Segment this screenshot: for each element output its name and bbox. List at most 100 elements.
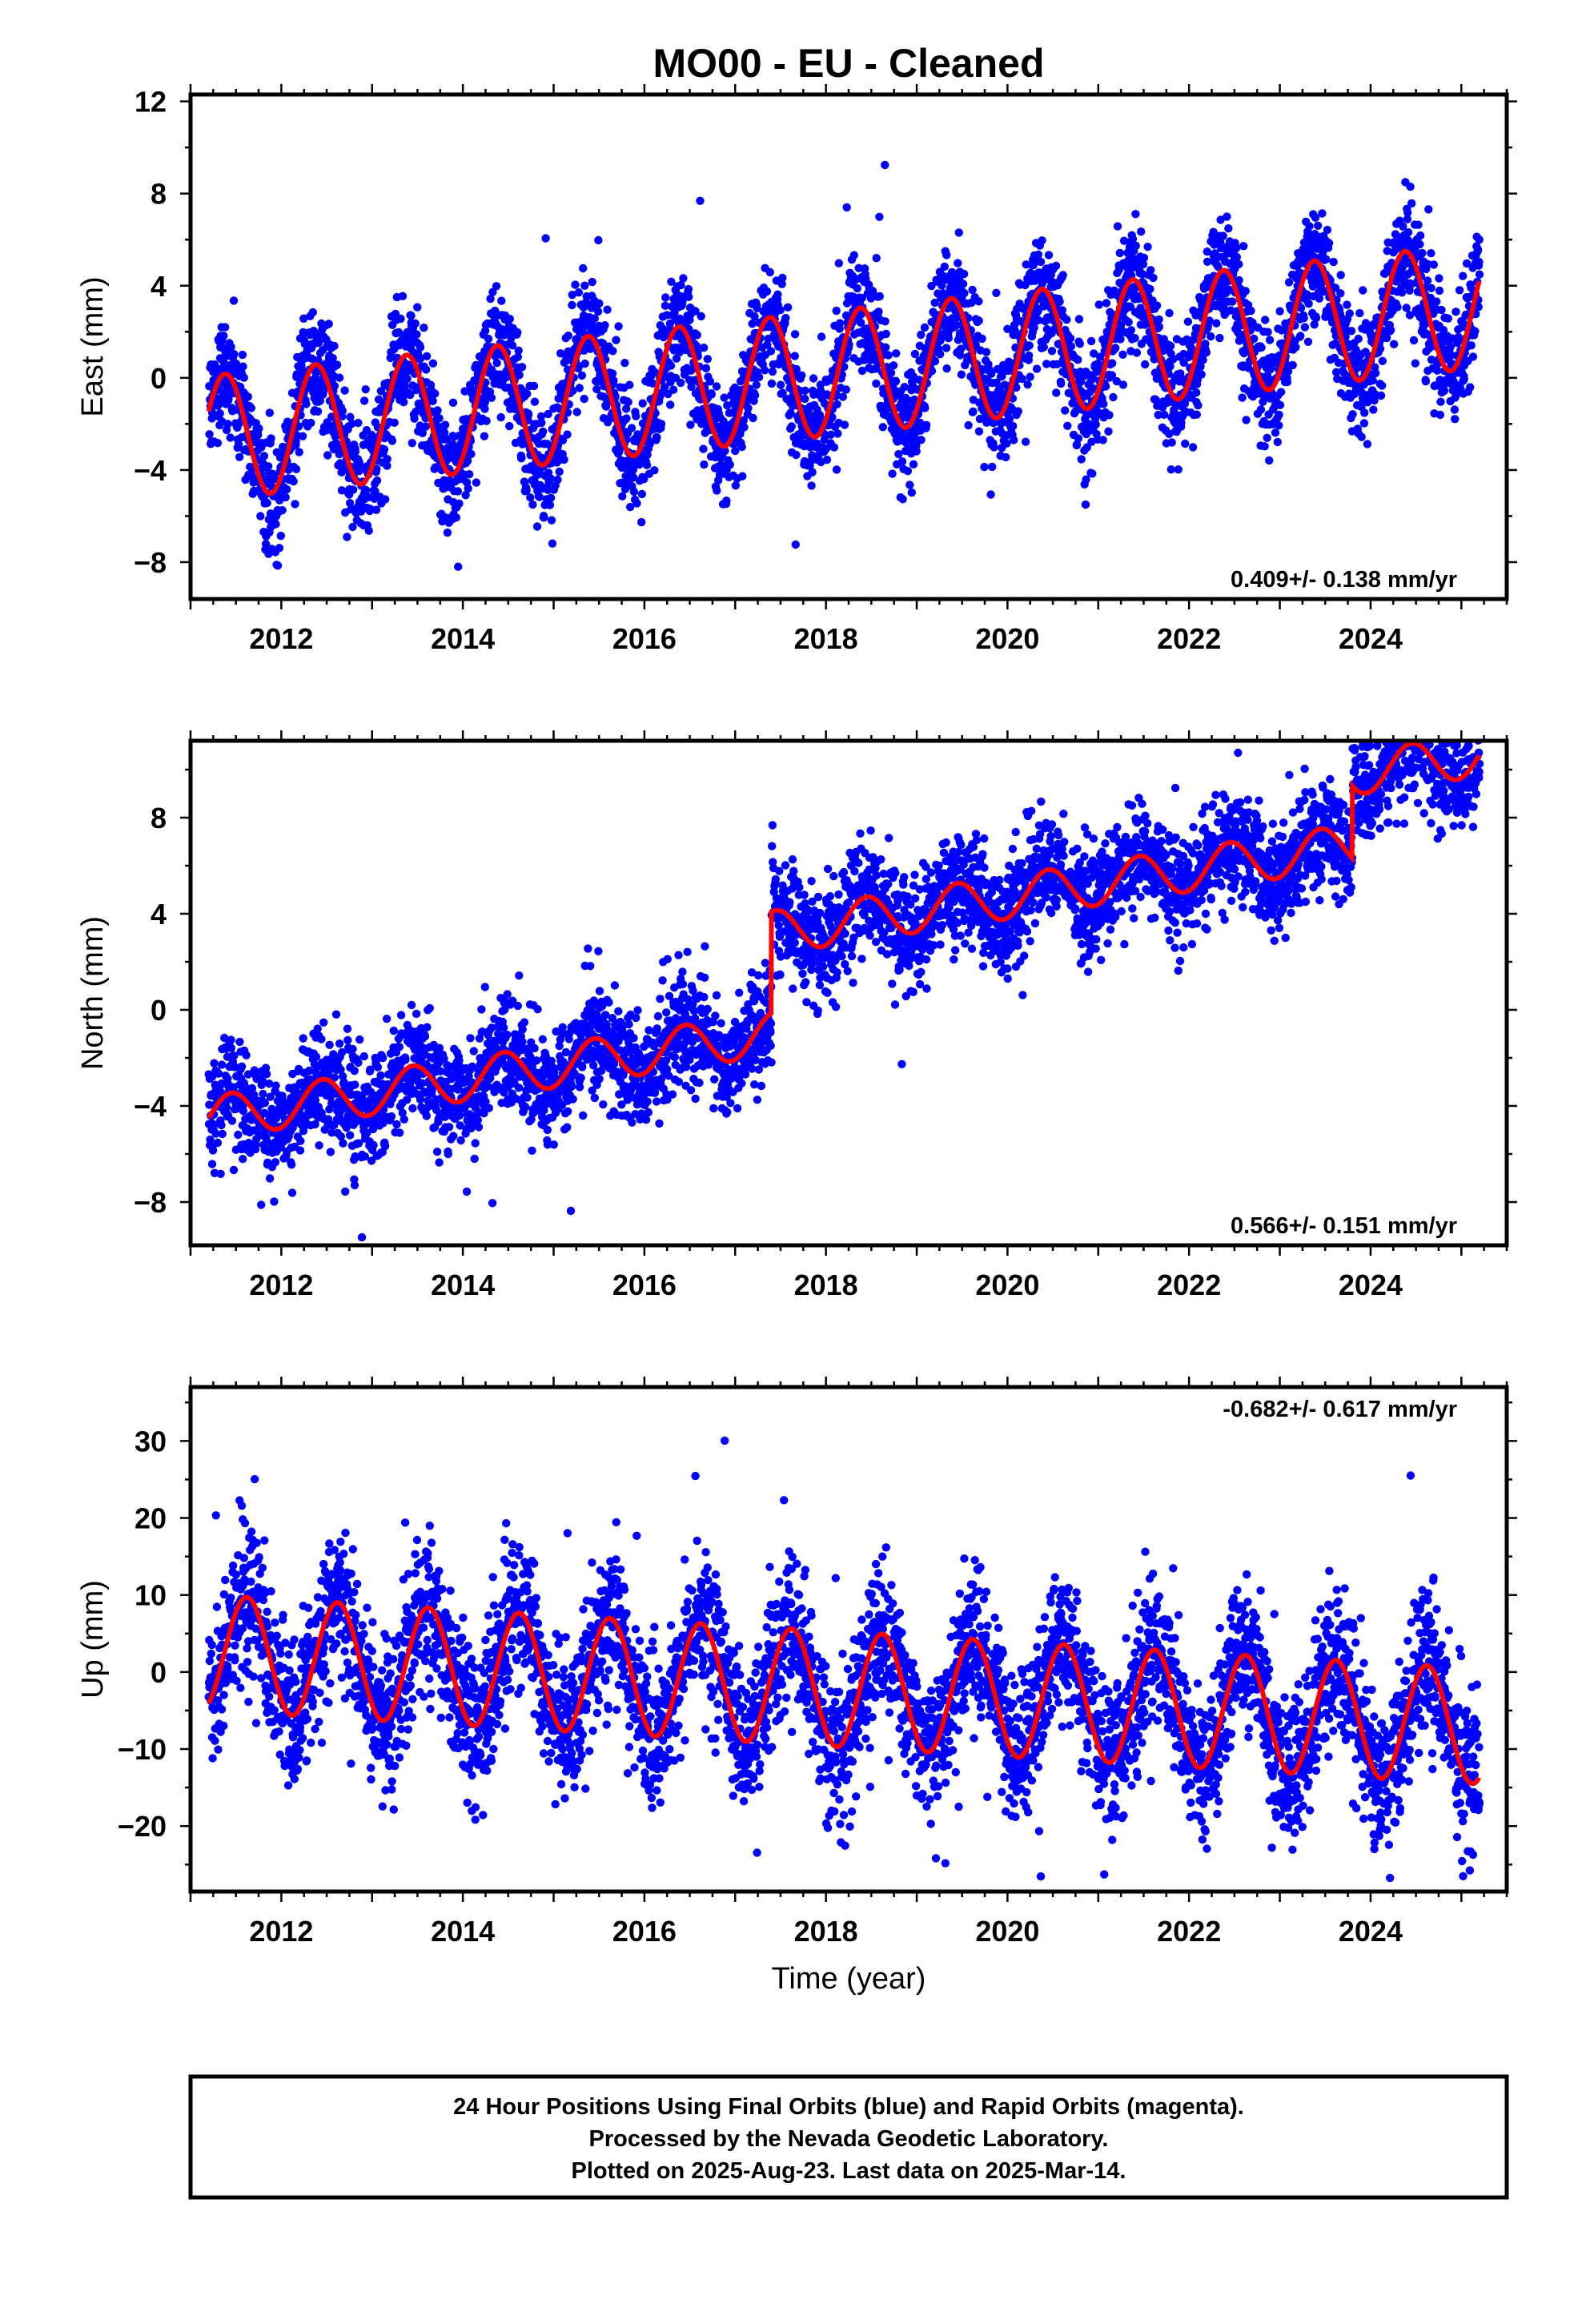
east-data-point — [817, 332, 826, 341]
east-data-point — [463, 456, 472, 465]
east-data-point — [1427, 283, 1435, 292]
east-data-point — [480, 404, 489, 413]
north-data-point — [213, 1138, 223, 1148]
east-data-point — [1154, 322, 1164, 332]
east-data-point — [484, 334, 493, 344]
east-data-point — [1235, 275, 1243, 285]
east-data-point — [801, 386, 809, 395]
east-data-point — [575, 384, 584, 392]
east-data-point — [637, 489, 646, 499]
east-data-point — [281, 493, 290, 502]
north-data-point — [295, 1146, 305, 1155]
east-data-point — [1034, 250, 1043, 259]
east-data-point — [753, 304, 761, 313]
east-y-tick-label: 12 — [135, 86, 167, 119]
east-data-point — [1098, 436, 1107, 444]
east-data-point — [1026, 372, 1034, 381]
east-data-point — [428, 359, 438, 368]
east-data-point — [1443, 314, 1453, 323]
east-data-point — [416, 343, 425, 352]
east-data-point — [572, 408, 581, 416]
east-data-point — [776, 380, 785, 389]
east-data-point — [577, 371, 587, 380]
east-data-point — [608, 347, 617, 356]
east-data-point — [1066, 342, 1076, 351]
east-data-point — [1427, 249, 1435, 258]
east-data-point — [1057, 379, 1066, 388]
east-data-point — [307, 418, 315, 428]
north-data-point — [210, 1059, 219, 1068]
east-data-point — [255, 424, 263, 433]
east-data-point — [1192, 388, 1201, 397]
east-data-point — [808, 468, 817, 476]
east-data-point — [652, 432, 661, 442]
east-data-point — [898, 495, 907, 504]
east-data-point — [857, 366, 867, 376]
east-data-point — [1146, 284, 1154, 294]
east-data-point — [422, 352, 432, 360]
east-data-point — [366, 505, 375, 513]
east-data-point — [482, 416, 491, 425]
east-data-point — [1143, 243, 1152, 251]
north-data-point — [217, 1060, 227, 1069]
east-data-point — [234, 440, 243, 449]
east-data-point — [513, 328, 522, 337]
east-data-point — [954, 228, 964, 237]
east-data-point — [1235, 259, 1243, 269]
east-data-point — [540, 513, 548, 522]
east-data-point — [1014, 407, 1023, 416]
east-data-point — [1154, 315, 1163, 324]
east-data-point — [291, 500, 299, 509]
east-data-point — [1275, 410, 1283, 420]
east-data-point — [1124, 318, 1133, 327]
east-data-point — [1421, 377, 1431, 386]
east-data-point — [787, 422, 796, 431]
east-data-point — [888, 469, 897, 478]
east-data-point — [230, 350, 239, 359]
east-data-point — [1318, 209, 1327, 218]
east-data-point — [1058, 271, 1067, 279]
east-data-point — [1051, 261, 1061, 271]
east-data-point — [261, 540, 271, 549]
east-data-point — [632, 499, 641, 508]
east-data-point — [853, 283, 862, 293]
north-data-point — [227, 1116, 237, 1125]
east-data-point — [1202, 348, 1211, 357]
east-data-point — [691, 307, 700, 316]
east-data-point — [1360, 408, 1369, 417]
east-x-tick-label: 2020 — [975, 622, 1039, 655]
east-data-point — [1299, 314, 1308, 323]
east-data-point — [298, 432, 307, 440]
east-data-point — [505, 315, 514, 324]
north-data-point — [229, 1165, 239, 1175]
east-data-point — [988, 462, 997, 472]
east-data-point — [422, 365, 431, 374]
east-data-point — [986, 490, 995, 499]
east-data-point — [407, 312, 416, 320]
east-data-point — [881, 343, 890, 352]
east-data-point — [903, 467, 913, 476]
east-data-point — [1473, 245, 1483, 254]
north-data-point — [227, 1043, 236, 1053]
east-data-point — [390, 418, 399, 427]
north-data-point — [234, 1130, 243, 1140]
east-data-point — [1418, 248, 1427, 258]
east-data-point — [626, 502, 635, 512]
east-data-point — [546, 474, 555, 483]
east-data-point — [669, 385, 678, 394]
east-data-point — [974, 316, 983, 325]
east-data-point — [508, 341, 517, 350]
east-data-point — [1397, 288, 1407, 297]
east-data-point — [1313, 221, 1323, 230]
east-data-point — [1467, 341, 1476, 350]
east-data-point — [754, 372, 764, 382]
east-data-point — [958, 279, 968, 288]
east-y-tick-label: 4 — [151, 270, 167, 303]
north-data-point — [217, 1120, 226, 1130]
east-data-point — [1192, 410, 1202, 419]
east-data-point — [264, 462, 273, 471]
east-data-point — [604, 418, 612, 427]
east-data-point — [539, 427, 548, 436]
east-data-point — [942, 344, 951, 352]
east-data-point — [1075, 340, 1085, 348]
